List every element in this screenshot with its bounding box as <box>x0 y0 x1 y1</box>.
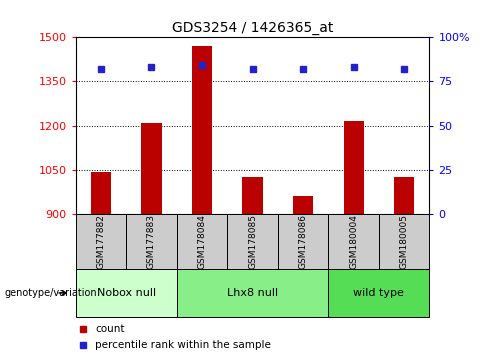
Bar <box>394 177 414 214</box>
Bar <box>328 269 429 317</box>
Bar <box>379 214 429 269</box>
Bar <box>227 214 278 269</box>
Bar <box>293 196 313 214</box>
Bar <box>278 214 328 269</box>
Text: GSM178085: GSM178085 <box>248 214 257 269</box>
Text: GSM180004: GSM180004 <box>349 214 358 269</box>
Bar <box>91 172 111 214</box>
Text: Lhx8 null: Lhx8 null <box>227 288 278 298</box>
Bar <box>344 121 364 214</box>
Text: GSM178086: GSM178086 <box>299 214 307 269</box>
Bar <box>243 177 263 214</box>
Text: GSM178084: GSM178084 <box>198 214 206 269</box>
Text: genotype/variation: genotype/variation <box>5 288 98 298</box>
Text: count: count <box>95 324 124 334</box>
Bar <box>177 214 227 269</box>
Bar <box>328 214 379 269</box>
Text: GSM177883: GSM177883 <box>147 214 156 269</box>
Bar <box>126 214 177 269</box>
Text: GSM177882: GSM177882 <box>97 214 105 269</box>
Bar <box>76 214 126 269</box>
Bar <box>177 269 328 317</box>
Text: Nobox null: Nobox null <box>97 288 156 298</box>
Text: wild type: wild type <box>353 288 405 298</box>
Bar <box>142 123 162 214</box>
Text: percentile rank within the sample: percentile rank within the sample <box>95 340 271 350</box>
Bar <box>76 269 177 317</box>
Title: GDS3254 / 1426365_at: GDS3254 / 1426365_at <box>172 21 333 35</box>
Bar <box>192 46 212 214</box>
Text: GSM180005: GSM180005 <box>400 214 408 269</box>
